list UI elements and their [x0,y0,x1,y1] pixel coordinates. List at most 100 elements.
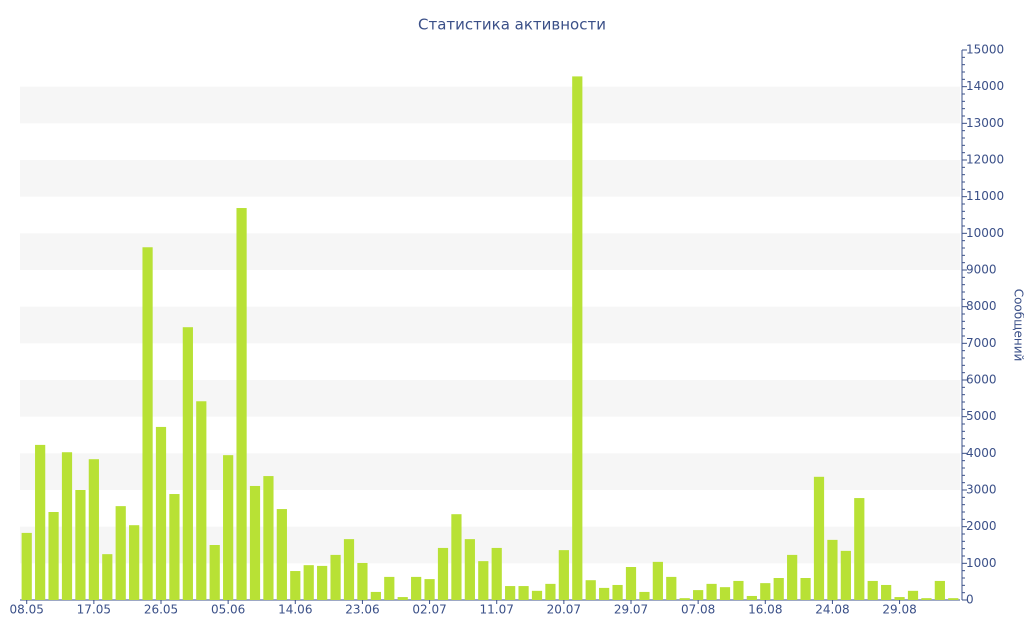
x-tick-label: 29.08 [882,603,916,617]
bar [102,554,113,600]
bar [370,591,381,600]
bar [706,583,717,600]
bar [155,426,167,600]
x-tick-label: 14.06 [278,603,312,617]
bar [384,576,395,600]
bar [773,578,784,600]
x-tick-label: 23.06 [345,603,379,617]
bar [35,444,46,600]
bar [746,595,757,600]
bar [612,584,623,600]
bar [169,494,180,600]
y-tick-label: 9000 [966,263,997,277]
bar [719,587,731,600]
y-tick-label: 13000 [966,116,1004,130]
y-tick-label: 1000 [966,556,997,570]
bar [921,598,932,600]
bar [679,598,690,600]
bar [357,562,368,600]
bar [518,586,529,600]
x-tick-label: 16.08 [748,603,782,617]
bar [411,576,422,600]
bar [129,525,140,600]
bar [881,584,892,600]
y-tick-label: 14000 [966,79,1004,93]
y-tick-label: 4000 [966,446,997,460]
bar [142,247,153,600]
y-tick-label: 8000 [966,299,997,313]
bar [733,580,744,600]
bar [397,597,408,600]
grid-band [20,380,960,417]
bar [48,512,59,600]
y-axis-label: Сообщений [1012,289,1024,362]
bar [800,578,811,600]
bar [276,509,287,600]
bar [840,550,851,600]
y-tick-label: 3000 [966,483,997,497]
bar [907,590,919,600]
bar [572,76,583,600]
bar [558,550,569,600]
bar [934,580,945,600]
bar [317,565,328,600]
bar [813,476,825,600]
bar [787,554,798,600]
bar [666,576,677,600]
bar [531,590,543,600]
bar [343,539,355,600]
grid-band [20,453,960,490]
x-tick-label: 07.08 [681,603,715,617]
x-tick-label: 17.05 [77,603,111,617]
x-tick-label: 26.05 [144,603,178,617]
bar [652,561,663,600]
bar [424,579,435,600]
y-tick-label: 0 [966,593,974,607]
grid-band [20,306,960,344]
bar [693,590,704,600]
x-tick-label: 08.05 [10,603,44,617]
y-tick-label: 11000 [966,189,1004,203]
bar [948,598,959,600]
y-tick-label: 5000 [966,409,997,423]
bar [236,208,247,601]
bar [437,547,449,600]
bar [182,327,193,600]
bar [61,452,73,600]
bar [505,586,516,600]
chart-title: Статистика активности [418,16,606,34]
y-tick-label: 2000 [966,519,997,533]
y-tick-label: 12000 [966,153,1004,167]
x-tick-label: 20.07 [547,603,581,617]
bar [209,545,220,600]
y-tick-label: 7000 [966,336,997,350]
x-tick-label: 24.08 [815,603,849,617]
bar [625,567,637,600]
x-tick-label: 05.06 [211,603,245,617]
bar [451,514,462,600]
bar [330,554,341,600]
grid-band [20,233,960,270]
x-tick-label: 11.07 [480,603,514,617]
grid-bands [20,86,960,564]
bar [545,583,556,600]
bar [854,498,865,600]
bar [223,455,234,600]
bar [894,597,905,600]
bar [263,476,274,600]
bar [599,587,610,600]
bar [760,583,771,600]
y-tick-label: 15000 [966,43,1004,57]
y-tick-label: 10000 [966,226,1004,240]
bar [585,580,596,600]
bar [639,591,650,600]
y-tick-label: 6000 [966,373,997,387]
x-tick-label: 29.07 [614,603,648,617]
bar [196,401,207,600]
bar [290,571,301,600]
bar [21,532,32,600]
bar [249,485,261,600]
bar [478,561,489,600]
